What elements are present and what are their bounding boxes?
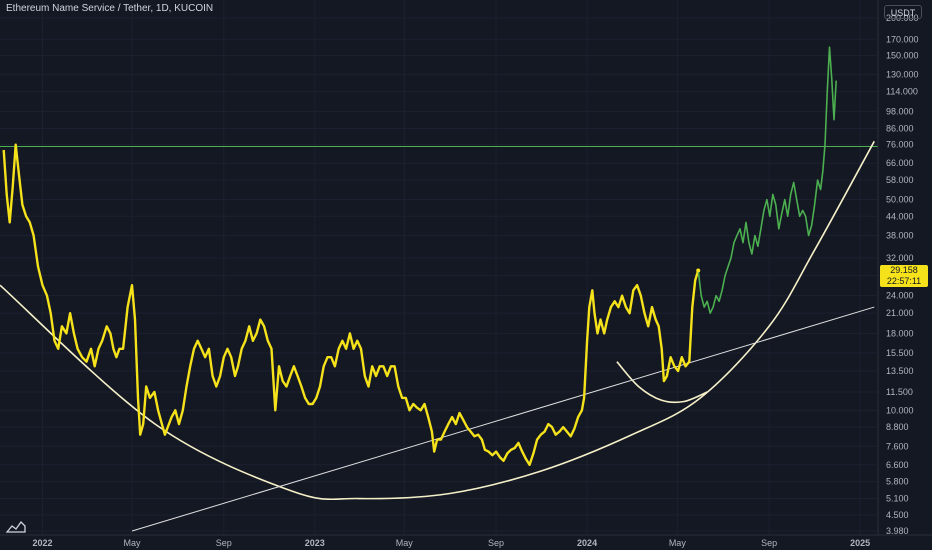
y-tick-label: 6.600 xyxy=(886,460,909,470)
y-tick-label: 50.000 xyxy=(886,195,914,205)
x-tick-label: May xyxy=(669,538,687,548)
y-tick-label: 4.500 xyxy=(886,510,909,520)
x-tick-label: 2024 xyxy=(577,538,597,548)
y-tick-label: 13.500 xyxy=(886,366,914,376)
y-tick-label: 21.000 xyxy=(886,308,914,318)
tradingview-logo-icon[interactable] xyxy=(6,520,26,534)
y-tick-label: 58.000 xyxy=(886,175,914,185)
last-point-marker xyxy=(696,268,701,273)
y-tick-label: 86.000 xyxy=(886,124,914,134)
y-tick-label: 5.100 xyxy=(886,494,909,504)
y-tick-label: 5.800 xyxy=(886,477,909,487)
trend-line[interactable] xyxy=(131,306,875,532)
y-tick-label: 18.000 xyxy=(886,328,914,338)
y-tick-label: 170.000 xyxy=(886,34,919,44)
y-tick-label: 7.600 xyxy=(886,441,909,451)
price-line-green[interactable] xyxy=(697,46,837,314)
currency-badge[interactable]: USDT xyxy=(884,5,922,19)
x-tick-label: 2025 xyxy=(850,538,870,548)
price-series xyxy=(2,46,837,466)
y-tick-label: 38.000 xyxy=(886,230,914,240)
drawing-annotations xyxy=(0,140,878,532)
chart-title: Ethereum Name Service / Tether, 1D, KUCO… xyxy=(6,3,214,14)
x-tick-label: Sep xyxy=(761,538,777,548)
chart-grid xyxy=(0,0,878,535)
last-price-value: 29.158 xyxy=(890,265,918,275)
y-tick-label: 11.500 xyxy=(886,387,913,397)
y-tick-label: 98.000 xyxy=(886,106,914,116)
bar-countdown: 22:57:11 xyxy=(886,276,922,286)
time-axis: 2022 May Sep 2023 May Sep 2024 May Sep 2025 xyxy=(0,534,932,550)
x-tick-label: Sep xyxy=(488,538,504,548)
y-tick-label: 32.000 xyxy=(886,253,914,263)
y-tick-label: 10.000 xyxy=(886,405,914,415)
x-tick-label: Sep xyxy=(216,538,232,548)
price-line-yellow[interactable] xyxy=(2,143,700,466)
y-tick-label: 66.000 xyxy=(886,158,914,168)
rounding-curve[interactable] xyxy=(0,140,875,501)
y-tick-label: 8.800 xyxy=(886,422,909,432)
y-tick-label: 44.000 xyxy=(886,211,914,221)
x-tick-label: May xyxy=(124,538,142,548)
y-tick-label: 3.980 xyxy=(886,526,909,536)
y-tick-label: 114.000 xyxy=(886,87,918,97)
last-price-tag: 29.158 22:57:11 xyxy=(880,265,928,287)
x-tick-label: May xyxy=(396,538,414,548)
x-tick-label: 2023 xyxy=(305,538,325,548)
y-tick-label: 130.000 xyxy=(886,69,919,79)
y-tick-label: 76.000 xyxy=(886,140,914,150)
time-axis-panel[interactable] xyxy=(0,535,932,550)
y-tick-label: 15.500 xyxy=(886,348,914,358)
rounding-curve[interactable] xyxy=(616,361,708,404)
y-tick-label: 150.000 xyxy=(886,51,919,61)
x-tick-label: 2022 xyxy=(33,538,53,548)
y-tick-label: 24.000 xyxy=(886,291,914,301)
